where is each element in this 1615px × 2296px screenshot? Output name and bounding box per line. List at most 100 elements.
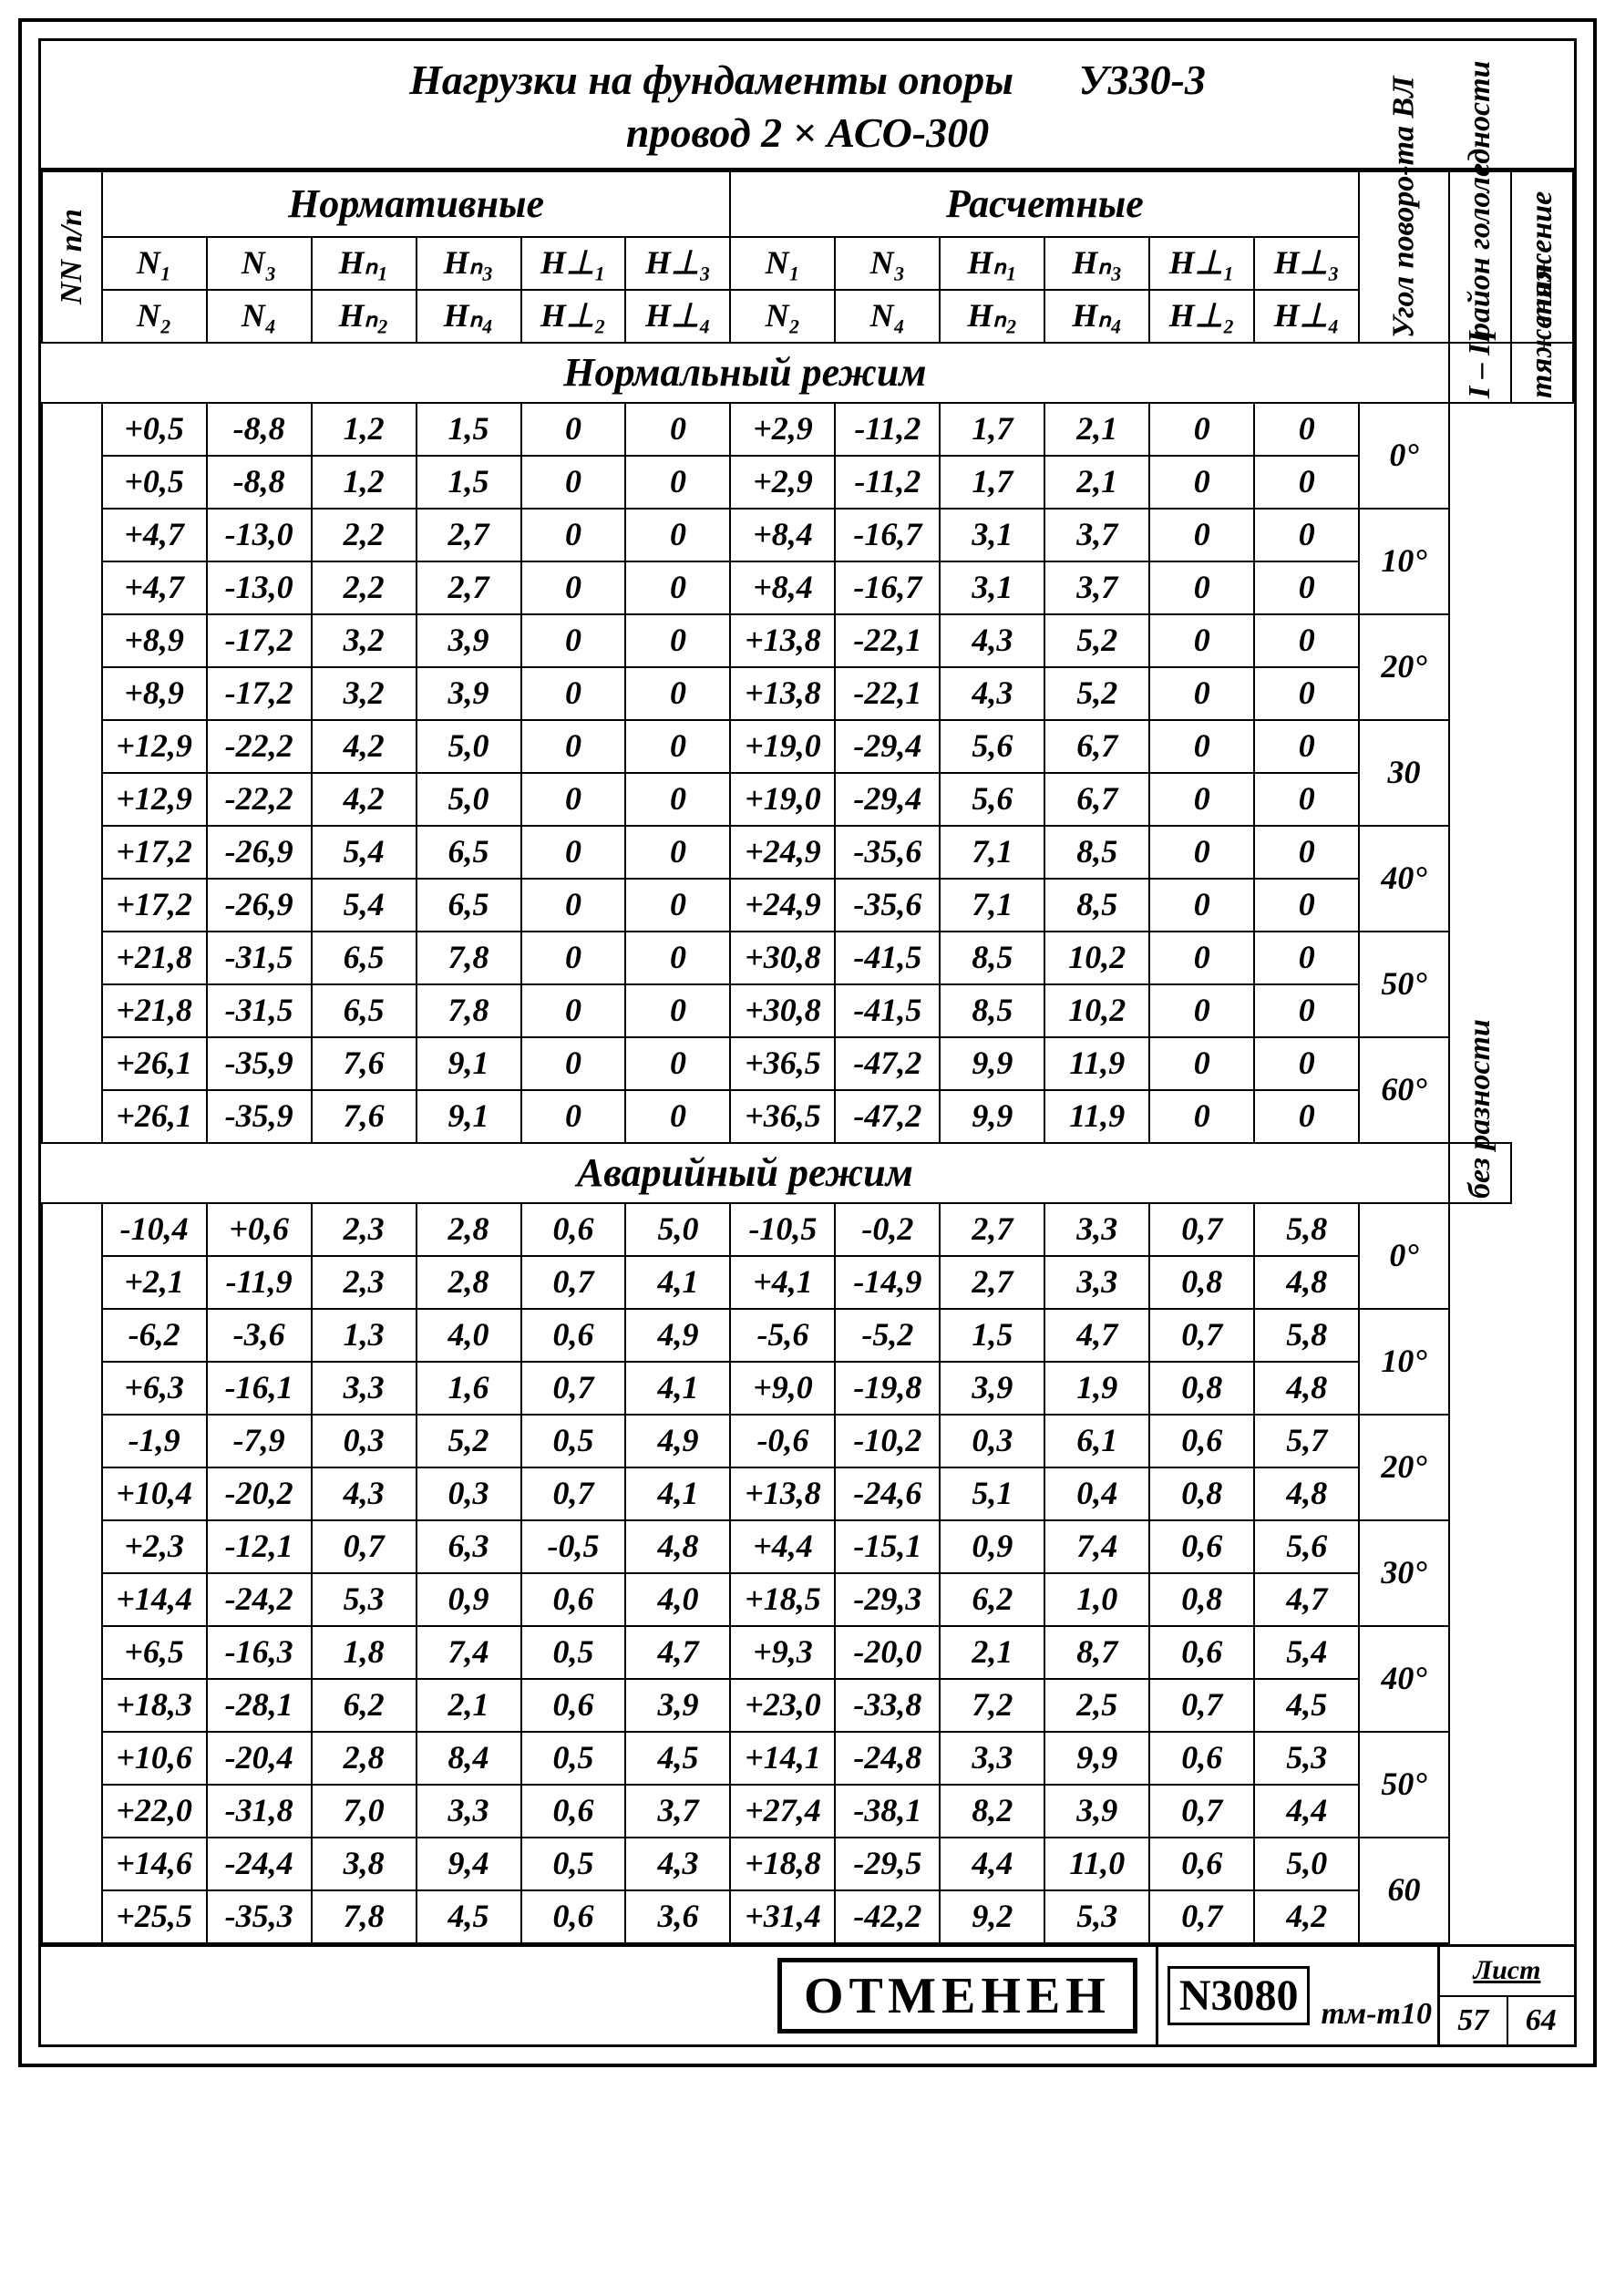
data-cell: 0,7 <box>521 1467 626 1520</box>
data-cell: 7,6 <box>312 1090 417 1143</box>
data-cell: 2,2 <box>312 509 417 561</box>
h-Hn2c: Hₙ₂ <box>940 290 1044 343</box>
data-cell: 2,7 <box>417 561 521 614</box>
data-cell: +4,7 <box>102 509 207 561</box>
data-cell: 4,2 <box>1254 1890 1359 1943</box>
data-cell: -24,4 <box>207 1838 312 1890</box>
data-cell: 6,5 <box>312 932 417 984</box>
table-row: +21,8-31,56,57,800+30,8-41,58,510,200 <box>42 984 1573 1037</box>
data-cell: 5,0 <box>1254 1838 1359 1890</box>
data-cell: -24,8 <box>835 1732 940 1785</box>
data-cell: 9,9 <box>940 1090 1044 1143</box>
data-cell: 0 <box>625 614 730 667</box>
cancel-stamp: ОТМЕНЕН <box>777 1958 1137 2033</box>
data-cell: +25,5 <box>102 1890 207 1943</box>
data-cell: -0,2 <box>835 1203 940 1256</box>
data-cell: 0 <box>521 932 626 984</box>
data-cell: 0 <box>1254 932 1359 984</box>
data-cell: 0 <box>521 879 626 932</box>
data-cell: 3,9 <box>417 614 521 667</box>
h-N2c: N₂ <box>730 290 835 343</box>
data-cell: +12,9 <box>102 720 207 773</box>
data-cell: +0,6 <box>207 1203 312 1256</box>
data-cell: 0 <box>1149 614 1254 667</box>
data-cell: 5,7 <box>1254 1415 1359 1467</box>
data-cell: 0 <box>625 826 730 879</box>
data-cell: 5,4 <box>312 879 417 932</box>
data-cell: +8,4 <box>730 509 835 561</box>
data-cell: 4,7 <box>1044 1309 1149 1362</box>
data-cell: 6,5 <box>417 826 521 879</box>
table-row: +4,7-13,02,22,700+8,4-16,73,13,700 <box>42 561 1573 614</box>
data-cell: 4,8 <box>625 1520 730 1573</box>
h-N4c: N₄ <box>835 290 940 343</box>
data-cell: +2,9 <box>730 456 835 509</box>
data-cell: -29,4 <box>835 720 940 773</box>
data-cell: -26,9 <box>207 879 312 932</box>
title-line1: Нагрузки на фундаменты опоры <box>409 57 1013 103</box>
data-cell: 3,1 <box>940 509 1044 561</box>
data-cell: -29,4 <box>835 773 940 826</box>
data-cell: 7,4 <box>417 1626 521 1679</box>
data-cell: -26,9 <box>207 826 312 879</box>
data-cell: -14,9 <box>835 1256 940 1309</box>
data-cell: 0,6 <box>521 1203 626 1256</box>
data-cell: 0 <box>625 509 730 561</box>
data-cell: -35,3 <box>207 1890 312 1943</box>
data-cell: 4,3 <box>312 1467 417 1520</box>
data-cell: 4,1 <box>625 1362 730 1415</box>
data-cell: -31,5 <box>207 932 312 984</box>
data-cell: 0,6 <box>521 1890 626 1943</box>
table-row: +26,1-35,97,69,100+36,5-47,29,911,90060° <box>42 1037 1573 1090</box>
inner-frame: Нагрузки на фундаменты опоры У330-3 пров… <box>38 38 1577 2047</box>
data-cell: 3,3 <box>1044 1256 1149 1309</box>
table-row: +21,8-31,56,57,800+30,8-41,58,510,20050° <box>42 932 1573 984</box>
data-cell: 3,2 <box>312 614 417 667</box>
data-cell: 0,5 <box>521 1626 626 1679</box>
title-block: Нагрузки на фундаменты опоры У330-3 пров… <box>41 41 1574 170</box>
h-N3c: N₃ <box>835 237 940 290</box>
data-cell: 0,6 <box>1149 1415 1254 1467</box>
data-cell: 0 <box>1254 984 1359 1037</box>
data-cell: 2,3 <box>312 1203 417 1256</box>
data-cell: 9,1 <box>417 1090 521 1143</box>
data-cell: -42,2 <box>835 1890 940 1943</box>
data-cell: 9,9 <box>940 1037 1044 1090</box>
h-Hl2: H⊥₂ <box>521 290 626 343</box>
data-cell: -6,2 <box>102 1309 207 1362</box>
data-cell: +36,5 <box>730 1037 835 1090</box>
doc-suffix: тм-т10 <box>1315 1997 1437 2032</box>
data-cell: 8,5 <box>1044 826 1149 879</box>
data-cell: 0 <box>1254 456 1359 509</box>
data-cell: 4,8 <box>1254 1362 1359 1415</box>
data-cell: 3,7 <box>1044 561 1149 614</box>
data-cell: 0,6 <box>521 1309 626 1362</box>
data-cell: 0 <box>1254 403 1359 456</box>
data-cell: 5,3 <box>1044 1890 1149 1943</box>
doc-number-box: N3080 <box>1168 1966 1311 2025</box>
data-cell: 0,7 <box>521 1362 626 1415</box>
data-cell: 0,6 <box>1149 1732 1254 1785</box>
data-cell: 5,2 <box>1044 667 1149 720</box>
tension-emerg: без разности <box>1449 1143 1511 1203</box>
data-cell: +31,4 <box>730 1890 835 1943</box>
data-cell: +21,8 <box>102 932 207 984</box>
data-cell: 0,8 <box>1149 1362 1254 1415</box>
sheet-current: 57 <box>1440 1997 1508 2045</box>
h-Hl3c: H⊥₃ <box>1254 237 1359 290</box>
nn-cell <box>42 403 102 1143</box>
table-row: +2,3-12,10,76,3-0,54,8+4,4-15,10,97,40,6… <box>42 1520 1573 1573</box>
data-cell: 3,3 <box>1044 1203 1149 1256</box>
table-row: +6,3-16,13,31,60,74,1+9,0-19,83,91,90,84… <box>42 1362 1573 1415</box>
data-cell: 2,1 <box>417 1679 521 1732</box>
data-cell: +8,9 <box>102 614 207 667</box>
data-cell: 0 <box>625 456 730 509</box>
data-cell: +14,6 <box>102 1838 207 1890</box>
data-cell: 4,1 <box>625 1256 730 1309</box>
data-cell: 11,9 <box>1044 1090 1149 1143</box>
data-cell: 3,9 <box>625 1679 730 1732</box>
h-Hl2c: H⊥₂ <box>1149 290 1254 343</box>
data-cell: 0,7 <box>1149 1890 1254 1943</box>
sheet-block: Лист 57 64 <box>1437 1947 1574 2044</box>
angle-cell: 20° <box>1359 1415 1449 1520</box>
